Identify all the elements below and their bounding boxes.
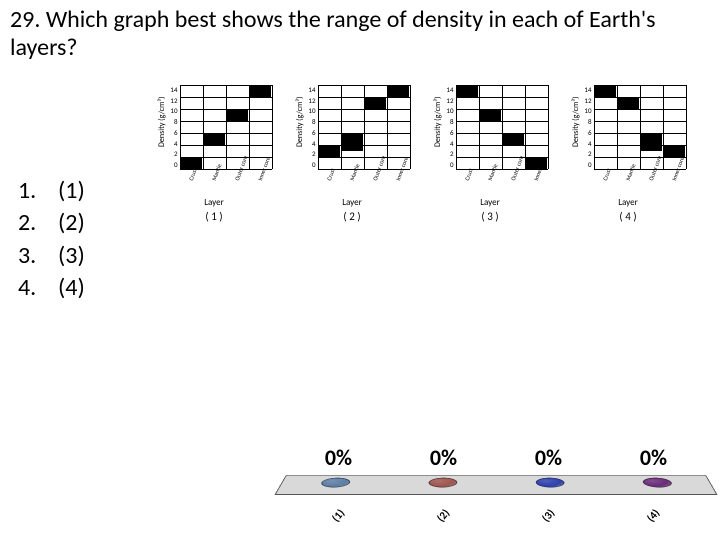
percent-value: 0%: [430, 444, 457, 471]
chart-label: ( 1 ): [205, 210, 222, 223]
density-block: [319, 145, 340, 157]
response-button[interactable]: [641, 478, 674, 488]
chart-grid: [456, 85, 548, 169]
y-axis-label: Density (g/cm³): [157, 85, 167, 165]
chart-grid: [594, 85, 686, 169]
density-chart: Density (g/cm³)14121086420CrustMantleOut…: [286, 85, 418, 223]
chart-label: ( 3 ): [481, 210, 498, 223]
percent-row: 0% 0% 0% 0%: [286, 444, 706, 471]
density-chart: Density (g/cm³)14121086420CrustMantleOut…: [148, 85, 280, 223]
x-axis-categories: CrustMantleOuter coreInner core: [181, 169, 273, 187]
percent-value: 0%: [640, 444, 667, 471]
density-block: [618, 97, 639, 109]
x-axis-label: Layer: [342, 197, 362, 208]
percent-value: 0%: [325, 444, 352, 471]
response-label: (1): [330, 507, 348, 525]
answer-option[interactable]: 4.(4): [18, 272, 85, 304]
y-axis-ticks: 14121086420: [582, 85, 594, 169]
answer-list: 1.(1)2.(2)3.(3)4.(4): [18, 175, 85, 305]
percent-value: 0%: [535, 444, 562, 471]
response-button[interactable]: [535, 478, 565, 488]
answer-option[interactable]: 3.(3): [18, 240, 85, 272]
y-axis-label: Density (g/cm³): [295, 85, 305, 165]
x-axis-categories: CrustMantleOuter coreInner core: [457, 169, 549, 187]
question-text: 29. Which graph best shows the range of …: [0, 0, 720, 61]
y-axis-label: Density (g/cm³): [571, 85, 581, 165]
density-block: [388, 85, 409, 97]
density-block: [204, 133, 225, 145]
answer-text: (1): [58, 175, 85, 207]
density-block: [503, 133, 524, 145]
answer-text: (4): [58, 272, 85, 304]
x-axis-label: Layer: [618, 197, 638, 208]
answer-number: 4.: [18, 272, 58, 304]
chart-label: ( 2 ): [343, 210, 360, 223]
density-block: [641, 133, 662, 151]
response-platform: [274, 475, 717, 495]
density-block: [250, 85, 271, 97]
y-axis-ticks: 14121086420: [168, 85, 180, 169]
x-axis-label: Layer: [480, 197, 500, 208]
density-block: [365, 97, 386, 109]
chart-grid: [180, 85, 272, 169]
response-buttons: [279, 478, 714, 488]
response-button[interactable]: [427, 478, 457, 488]
answer-text: (2): [58, 207, 85, 239]
response-label: (3): [540, 507, 558, 525]
response-area: 0% 0% 0% 0% (1) (2) (3) (4): [286, 444, 706, 522]
answer-option[interactable]: 2.(2): [18, 207, 85, 239]
density-block: [457, 85, 478, 97]
response-button[interactable]: [319, 478, 352, 488]
response-labels: (1) (2) (3) (4): [286, 509, 706, 522]
x-axis-label: Layer: [204, 197, 224, 208]
answer-text: (3): [58, 240, 85, 272]
density-block: [227, 109, 248, 121]
x-axis-categories: CrustMantleOuter coreInner core: [319, 169, 411, 187]
density-block: [480, 109, 501, 121]
chart-label: ( 4 ): [619, 210, 636, 223]
response-label: (2): [435, 507, 453, 525]
answer-number: 1.: [18, 175, 58, 207]
density-chart: Density (g/cm³)14121086420CrustMantleOut…: [424, 85, 556, 223]
answer-option[interactable]: 1.(1): [18, 175, 85, 207]
x-axis-categories: CrustMantleOuter coreInner core: [595, 169, 687, 187]
y-axis-label: Density (g/cm³): [433, 85, 443, 165]
charts-row: Density (g/cm³)14121086420CrustMantleOut…: [148, 85, 708, 223]
density-block: [342, 133, 363, 151]
density-block: [595, 85, 616, 97]
density-chart: Density (g/cm³)14121086420CrustMantleOut…: [562, 85, 694, 223]
y-axis-ticks: 14121086420: [306, 85, 318, 169]
y-axis-ticks: 14121086420: [444, 85, 456, 169]
answer-number: 2.: [18, 207, 58, 239]
response-label: (4): [645, 507, 663, 525]
density-block: [664, 145, 685, 157]
chart-grid: [318, 85, 410, 169]
answer-number: 3.: [18, 240, 58, 272]
